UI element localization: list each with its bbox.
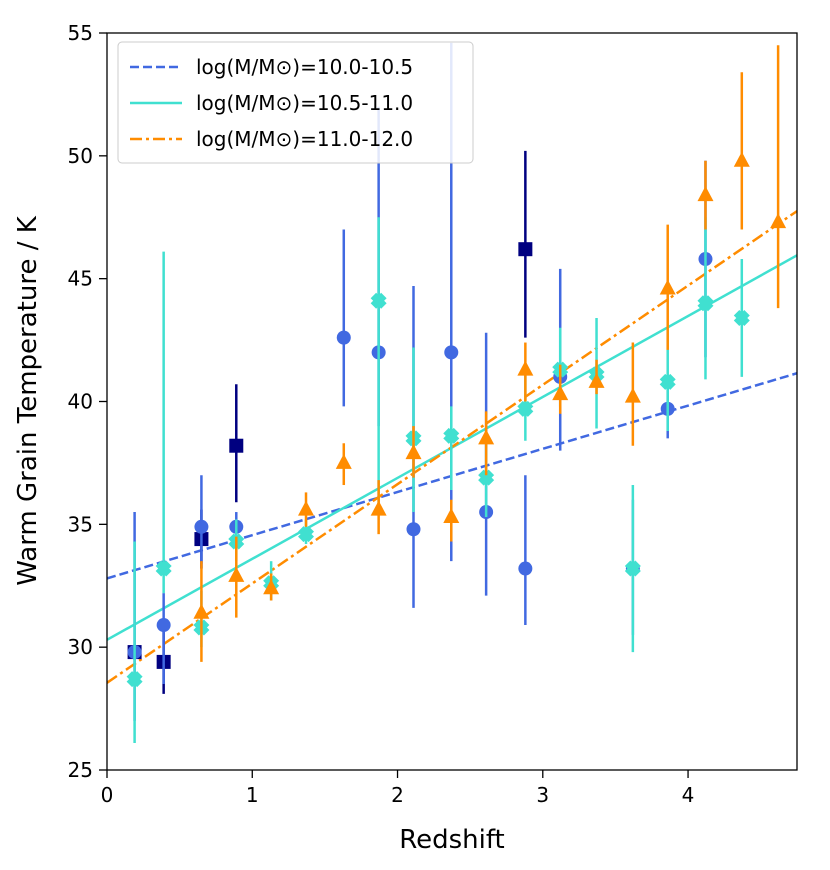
- legend-label: log(M/M⊙)=10.0-10.5: [196, 55, 413, 79]
- triangle-marker: [263, 579, 280, 595]
- data-point-square: [229, 384, 244, 503]
- triangle-marker: [552, 385, 569, 401]
- cross-marker: [624, 560, 641, 577]
- data-point-circle: [194, 475, 209, 564]
- data-point-triangle: [517, 342, 534, 402]
- cross-marker: [370, 292, 387, 309]
- data-point-cross: [443, 406, 460, 490]
- triangle-marker: [588, 372, 605, 388]
- data-point-cross: [697, 217, 714, 380]
- data-point-triangle: [443, 499, 460, 542]
- square-marker: [229, 438, 244, 453]
- x-tick-label: 4: [682, 783, 695, 807]
- data-point-triangle: [193, 561, 210, 662]
- data-point-triangle: [263, 573, 280, 601]
- data-point-triangle: [733, 72, 750, 230]
- cross-marker: [126, 671, 143, 688]
- triangle-marker: [624, 387, 641, 403]
- y-tick-label: 35: [68, 512, 93, 536]
- data-point-triangle: [770, 45, 787, 309]
- cross-marker: [733, 309, 750, 326]
- triangle-marker: [770, 213, 787, 229]
- cross-marker: [659, 373, 676, 390]
- data-point-circle: [336, 229, 351, 407]
- cross-marker: [697, 295, 714, 312]
- y-tick-label: 50: [68, 144, 93, 168]
- axis-ticks: 0 1 2 3 4 25 30 35 40 45 50 55: [68, 21, 695, 807]
- triangle-marker: [659, 279, 676, 295]
- cross-marker: [443, 427, 460, 444]
- legend: log(M/M⊙)=10.0-10.5 log(M/M⊙)=10.5-11.0 …: [117, 41, 474, 164]
- data-point-triangle: [624, 342, 641, 446]
- legend-label: log(M/M⊙)=10.5-11.0: [196, 91, 413, 115]
- y-tick-label: 30: [68, 635, 93, 659]
- data-point-circle: [518, 475, 533, 626]
- x-axis-label: Redshift: [399, 825, 505, 855]
- triangle-marker: [298, 500, 315, 516]
- data-point-cross: [733, 259, 750, 377]
- cross-marker: [155, 560, 172, 577]
- triangle-marker: [697, 186, 714, 202]
- data-point-triangle: [370, 480, 387, 535]
- y-axis-label: Warm Grain Temperature / K: [13, 215, 43, 586]
- data-point-triangle: [588, 359, 605, 395]
- x-tick-label: 3: [536, 783, 549, 807]
- data-point-triangle: [228, 536, 245, 618]
- square-marker: [518, 242, 533, 257]
- circle-marker: [194, 519, 209, 534]
- circle-marker: [518, 561, 533, 576]
- data-point-cross: [370, 217, 387, 505]
- y-tick-label: 40: [68, 390, 93, 414]
- data-point-triangle: [659, 224, 676, 350]
- circle-marker: [406, 522, 421, 537]
- cross-marker: [478, 469, 495, 486]
- data-point-cross: [126, 541, 143, 743]
- x-tick-label: 2: [391, 783, 404, 807]
- data-point-triangle: [405, 426, 422, 478]
- triangle-marker: [478, 429, 495, 445]
- legend-box: [117, 41, 474, 164]
- triangle-marker: [370, 500, 387, 516]
- triangle-marker: [443, 507, 460, 523]
- triangle-marker: [517, 360, 534, 376]
- x-tick-label: 1: [246, 783, 259, 807]
- data-points: [126, 42, 787, 743]
- triangle-marker: [228, 566, 245, 582]
- y-tick-label: 45: [68, 267, 93, 291]
- triangle-marker: [335, 453, 352, 469]
- x-tick-label: 0: [101, 783, 114, 807]
- cross-marker: [517, 400, 534, 417]
- circle-marker: [444, 345, 459, 360]
- circle-marker: [156, 618, 171, 633]
- data-point-square: [518, 150, 533, 338]
- circle-marker: [336, 330, 351, 345]
- y-tick-label: 25: [68, 758, 93, 782]
- data-point-triangle: [335, 443, 352, 486]
- data-point-triangle: [298, 492, 315, 527]
- cross-marker: [298, 526, 315, 543]
- triangle-marker: [405, 444, 422, 460]
- triangle-marker: [733, 151, 750, 167]
- triangle-marker: [193, 603, 210, 619]
- data-point-triangle: [697, 160, 714, 230]
- data-point-triangle: [478, 411, 495, 476]
- data-point-cross: [624, 485, 641, 653]
- y-tick-label: 55: [68, 21, 93, 45]
- data-point-cross: [155, 251, 172, 594]
- data-point-triangle: [552, 364, 569, 414]
- data-point-circle: [156, 593, 171, 685]
- legend-label: log(M/M⊙)=11.0-12.0: [196, 127, 413, 151]
